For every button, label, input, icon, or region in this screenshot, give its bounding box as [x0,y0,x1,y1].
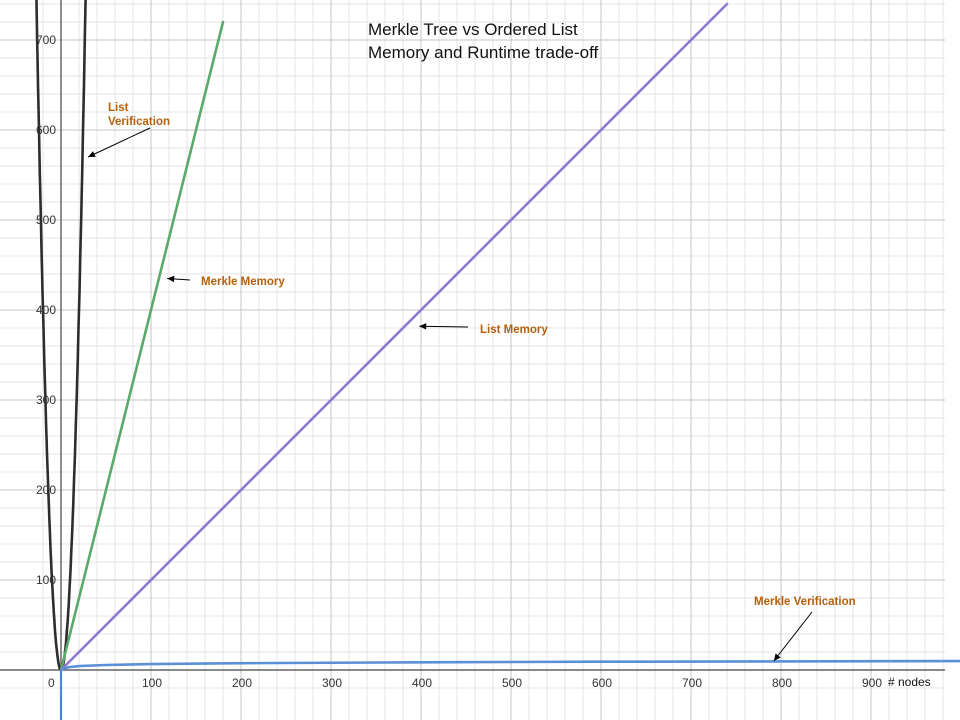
y-tick-label: 500 [36,213,56,227]
annotation-arrow-head [419,323,427,330]
annotation-arrow-head [167,275,175,283]
series-line-list-memory [59,2,729,672]
series-line-merkle-memory [59,20,225,672]
annotation-label: List Memory [480,324,548,336]
x-tick-label: 500 [502,676,522,690]
annotation-arrow-shaft [87,127,151,158]
annotations: List Verification Merkle Memory List Memory… [87,102,856,662]
annotation-label: Merkle Verification [754,596,856,608]
x-tick-label: 800 [772,676,792,690]
x-tick-label: 100 [142,676,162,690]
chart-title-line-1: Merkle Tree vs Ordered List [368,20,578,39]
annotation-arrow-shaft [419,325,469,328]
y-tick-label: 600 [36,123,56,137]
x-tick-label: 900 [862,676,882,690]
annotation-arrow-head [88,151,96,157]
x-tick-label: 400 [412,676,432,690]
x-tick-label: 600 [592,676,612,690]
series-line-merkle-verification [60,659,960,672]
x-tick-label: 200 [232,676,252,690]
y-tick-label: 300 [36,393,56,407]
annotation-arrow-head [773,653,781,661]
series-lines [35,0,960,672]
x-tick-label: 700 [682,676,702,690]
x-tick-label: 300 [322,676,342,690]
x-axis-label: # nodes [888,675,931,689]
y-tick-label: 100 [36,573,56,587]
annotation-label: Verification [108,116,170,128]
annotation-label: Merkle Memory [201,276,285,288]
tick-labels: 0 100 200 300 400 500 600 700 800 900 100 200 300 400… [36,33,882,690]
y-tick-label: 200 [36,483,56,497]
y-tick-label: 700 [36,33,56,47]
annotation-arrow-shaft [773,611,813,662]
chart-title-line-2: Memory and Runtime trade-off [368,43,599,62]
y-tick-label: 400 [36,303,56,317]
annotation-label: List [108,102,129,114]
x-tick-label: 0 [48,676,55,690]
